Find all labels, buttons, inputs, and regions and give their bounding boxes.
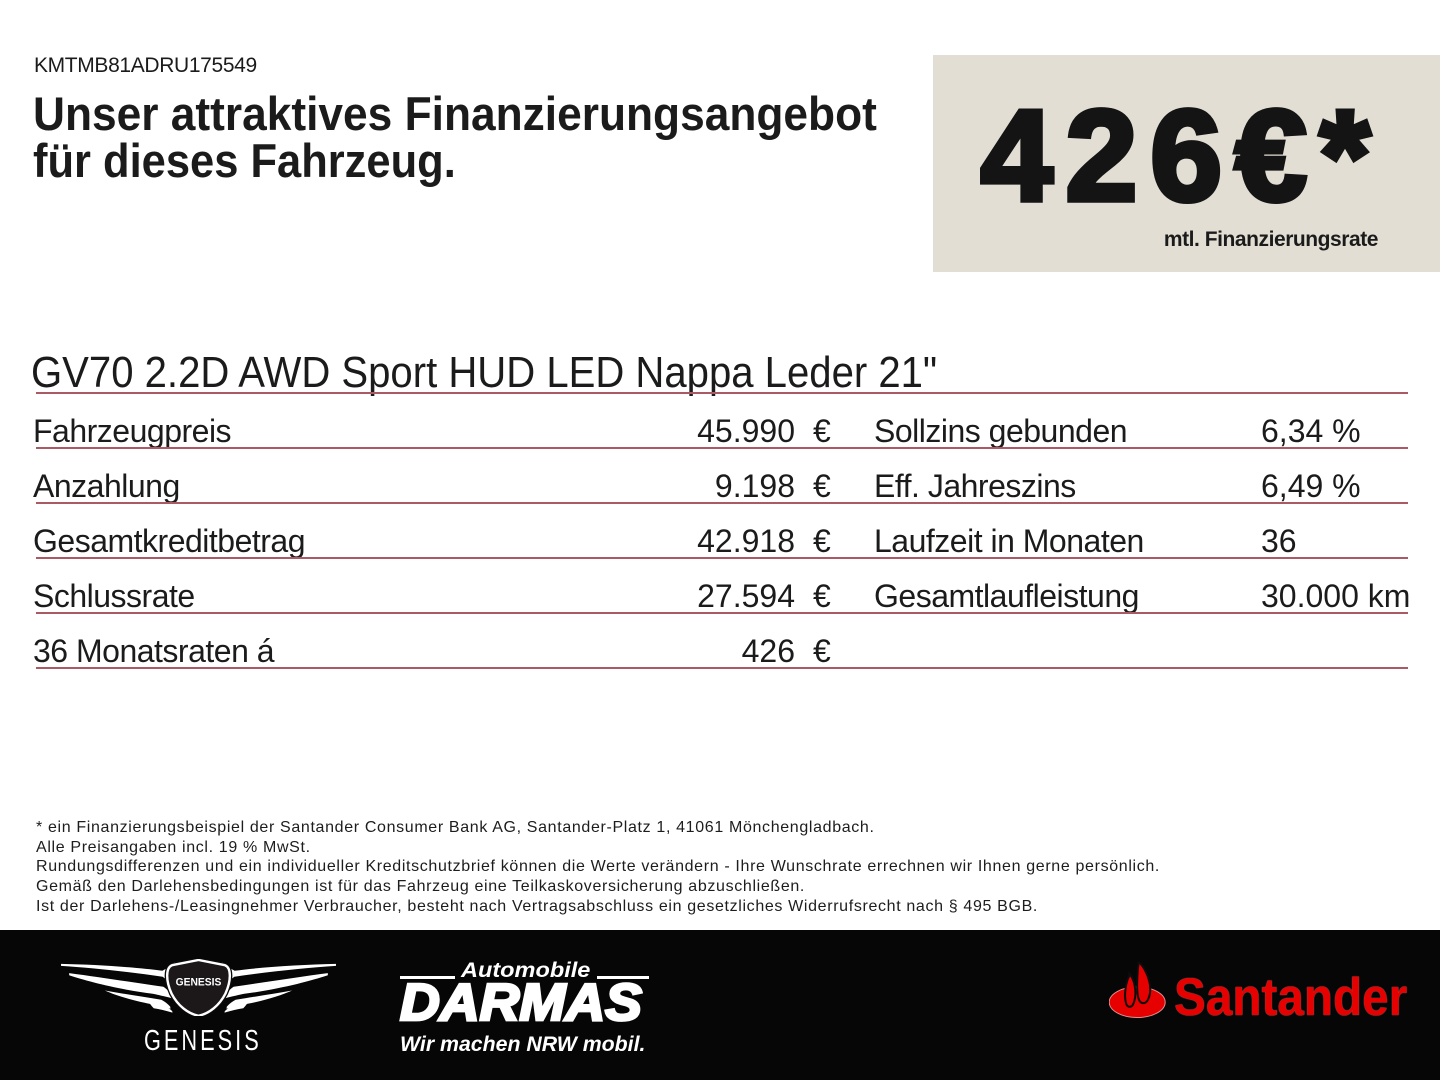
svg-text:GENESIS: GENESIS	[175, 977, 221, 989]
